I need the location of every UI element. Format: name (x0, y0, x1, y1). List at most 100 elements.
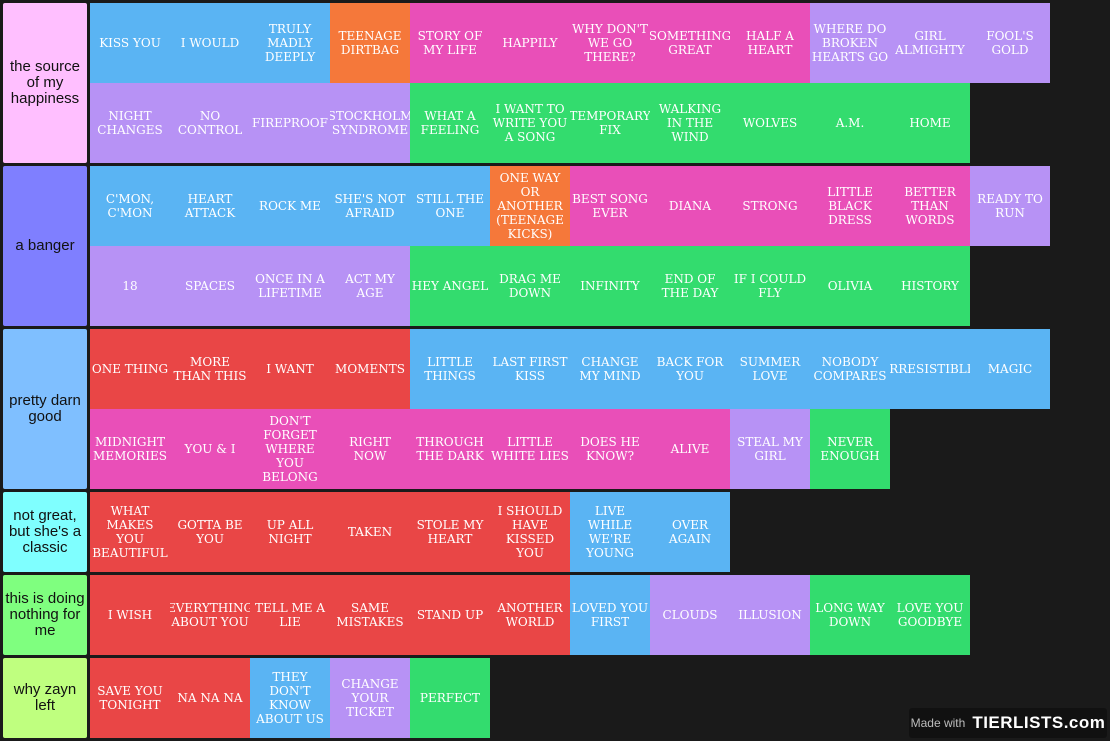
song-tile[interactable]: YOU & I (170, 409, 250, 489)
song-tile[interactable]: LAST FIRST KISS (490, 329, 570, 409)
song-tile[interactable]: I SHOULD HAVE KISSED YOU (490, 492, 570, 572)
song-tile[interactable]: LITTLE THINGS (410, 329, 490, 409)
song-tile[interactable]: HISTORY (890, 246, 970, 326)
song-tile[interactable]: ANOTHER WORLD (490, 575, 570, 655)
song-tile[interactable]: HALF A HEART (730, 3, 810, 83)
song-tile[interactable]: THROUGH THE DARK (410, 409, 490, 489)
song-tile[interactable]: STEAL MY GIRL (730, 409, 810, 489)
song-tile[interactable]: 18 (90, 246, 170, 326)
song-tile[interactable]: END OF THE DAY (650, 246, 730, 326)
song-tile[interactable]: SHE'S NOT AFRAID (330, 166, 410, 246)
song-tile[interactable]: ACT MY AGE (330, 246, 410, 326)
song-tile[interactable]: SUMMER LOVE (730, 329, 810, 409)
song-tile[interactable]: NIGHT CHANGES (90, 83, 170, 163)
tier-label[interactable]: why zayn left (3, 658, 87, 738)
song-tile[interactable]: LOVE YOU GOODBYE (890, 575, 970, 655)
song-tile[interactable]: RIGHT NOW (330, 409, 410, 489)
song-tile[interactable]: WHAT A FEELING (410, 83, 490, 163)
song-tile[interactable]: MORE THAN THIS (170, 329, 250, 409)
song-tile[interactable]: HEART ATTACK (170, 166, 250, 246)
song-tile[interactable]: OLIVIA (810, 246, 890, 326)
song-tile[interactable]: STAND UP (410, 575, 490, 655)
song-tile[interactable]: MOMENTS (330, 329, 410, 409)
song-tile[interactable]: C'MON, C'MON (90, 166, 170, 246)
song-tile[interactable]: TELL ME A LIE (250, 575, 330, 655)
tier-label[interactable]: a banger (3, 166, 87, 326)
song-tile[interactable]: THEY DON'T KNOW ABOUT US (250, 658, 330, 738)
song-tile[interactable]: FIREPROOF (250, 83, 330, 163)
song-tile[interactable]: WHAT MAKES YOU BEAUTIFUL (90, 492, 170, 572)
tier-label[interactable]: not great, but she's a classic (3, 492, 87, 572)
song-tile[interactable]: BEST SONG EVER (570, 166, 650, 246)
song-tile[interactable]: ONE WAY OR ANOTHER (TEENAGE KICKS) (490, 166, 570, 246)
song-tile[interactable]: SAME MISTAKES (330, 575, 410, 655)
song-tile[interactable]: IRRESISTIBLE (890, 329, 970, 409)
song-tile[interactable]: STOLE MY HEART (410, 492, 490, 572)
song-tile[interactable]: NA NA NA (170, 658, 250, 738)
tier-items: ONE THING MORE THAN THIS I WANT MOMENTS LITT… (90, 329, 1050, 489)
song-tile[interactable]: I WANT (250, 329, 330, 409)
song-tile[interactable]: CHANGE YOUR TICKET (330, 658, 410, 738)
song-tile[interactable]: TRULY MADLY DEEPLY (250, 3, 330, 83)
song-tile[interactable]: DOES HE KNOW? (570, 409, 650, 489)
tier-label[interactable]: the source of my happiness (3, 3, 87, 163)
song-tile[interactable]: HAPPILY (490, 3, 570, 83)
song-tile[interactable]: TAKEN (330, 492, 410, 572)
song-tile[interactable]: BETTER THAN WORDS (890, 166, 970, 246)
tier-label[interactable]: pretty darn good (3, 329, 87, 489)
song-tile[interactable]: LONG WAY DOWN (810, 575, 890, 655)
song-tile[interactable]: CLOUDS (650, 575, 730, 655)
song-tile[interactable]: LITTLE BLACK DRESS (810, 166, 890, 246)
song-tile[interactable]: SOMETHING GREAT (650, 3, 730, 83)
song-tile[interactable]: I WANT TO WRITE YOU A SONG (490, 83, 570, 163)
song-tile[interactable]: STORY OF MY LIFE (410, 3, 490, 83)
song-tile[interactable]: ONCE IN A LIFETIME (250, 246, 330, 326)
song-tile[interactable]: DON'T FORGET WHERE YOU BELONG (250, 409, 330, 489)
song-tile[interactable]: I WOULD (170, 3, 250, 83)
song-tile[interactable]: TEENAGE DIRTBAG (330, 3, 410, 83)
song-tile[interactable]: WHY DON'T WE GO THERE? (570, 3, 650, 83)
song-tile[interactable]: LOVED YOU FIRST (570, 575, 650, 655)
song-tile[interactable]: STILL THE ONE (410, 166, 490, 246)
song-tile[interactable]: BACK FOR YOU (650, 329, 730, 409)
song-tile[interactable]: ONE THING (90, 329, 170, 409)
song-tile[interactable]: ROCK ME (250, 166, 330, 246)
song-tile[interactable]: KISS YOU (90, 3, 170, 83)
song-tile[interactable]: FOOL'S GOLD (970, 3, 1050, 83)
song-tile[interactable]: ILLUSION (730, 575, 810, 655)
song-tile[interactable]: GIRL ALMIGHTY (890, 3, 970, 83)
song-tile[interactable]: LIVE WHILE WE'RE YOUNG (570, 492, 650, 572)
song-tile[interactable]: STRONG (730, 166, 810, 246)
song-tile[interactable]: HOME (890, 83, 970, 163)
song-tile[interactable]: GOTTA BE YOU (170, 492, 250, 572)
song-tile[interactable]: OVER AGAIN (650, 492, 730, 572)
song-tile[interactable]: STOCKHOLM SYNDROME (330, 83, 410, 163)
song-tile[interactable]: MAGIC (970, 329, 1050, 409)
song-tile[interactable]: I WISH (90, 575, 170, 655)
song-tile[interactable]: NEVER ENOUGH (810, 409, 890, 489)
song-tile[interactable]: WHERE DO BROKEN HEARTS GO (810, 3, 890, 83)
song-tile[interactable]: MIDNIGHT MEMORIES (90, 409, 170, 489)
song-tile[interactable]: UP ALL NIGHT (250, 492, 330, 572)
song-tile[interactable]: SAVE YOU TONIGHT (90, 658, 170, 738)
tierlists-watermark[interactable]: Made with TIERLISTS.com (909, 708, 1107, 738)
song-tile[interactable]: LITTLE WHITE LIES (490, 409, 570, 489)
song-tile[interactable]: TEMPORARY FIX (570, 83, 650, 163)
song-tile[interactable]: DIANA (650, 166, 730, 246)
song-tile[interactable]: WALKING IN THE WIND (650, 83, 730, 163)
song-tile[interactable]: SPACES (170, 246, 250, 326)
song-tile[interactable]: PERFECT (410, 658, 490, 738)
song-tile[interactable]: INFINITY (570, 246, 650, 326)
song-tile[interactable]: DRAG ME DOWN (490, 246, 570, 326)
song-tile[interactable]: WOLVES (730, 83, 810, 163)
song-tile[interactable]: IF I COULD FLY (730, 246, 810, 326)
song-tile[interactable]: CHANGE MY MIND (570, 329, 650, 409)
song-tile[interactable]: HEY ANGEL (410, 246, 490, 326)
song-tile[interactable]: EVERYTHING ABOUT YOU (170, 575, 250, 655)
tier-label[interactable]: this is doing nothing for me (3, 575, 87, 655)
song-tile[interactable]: ALIVE (650, 409, 730, 489)
song-tile[interactable]: NOBODY COMPARES (810, 329, 890, 409)
song-tile[interactable]: READY TO RUN (970, 166, 1050, 246)
song-tile[interactable]: NO CONTROL (170, 83, 250, 163)
song-tile[interactable]: A.M. (810, 83, 890, 163)
